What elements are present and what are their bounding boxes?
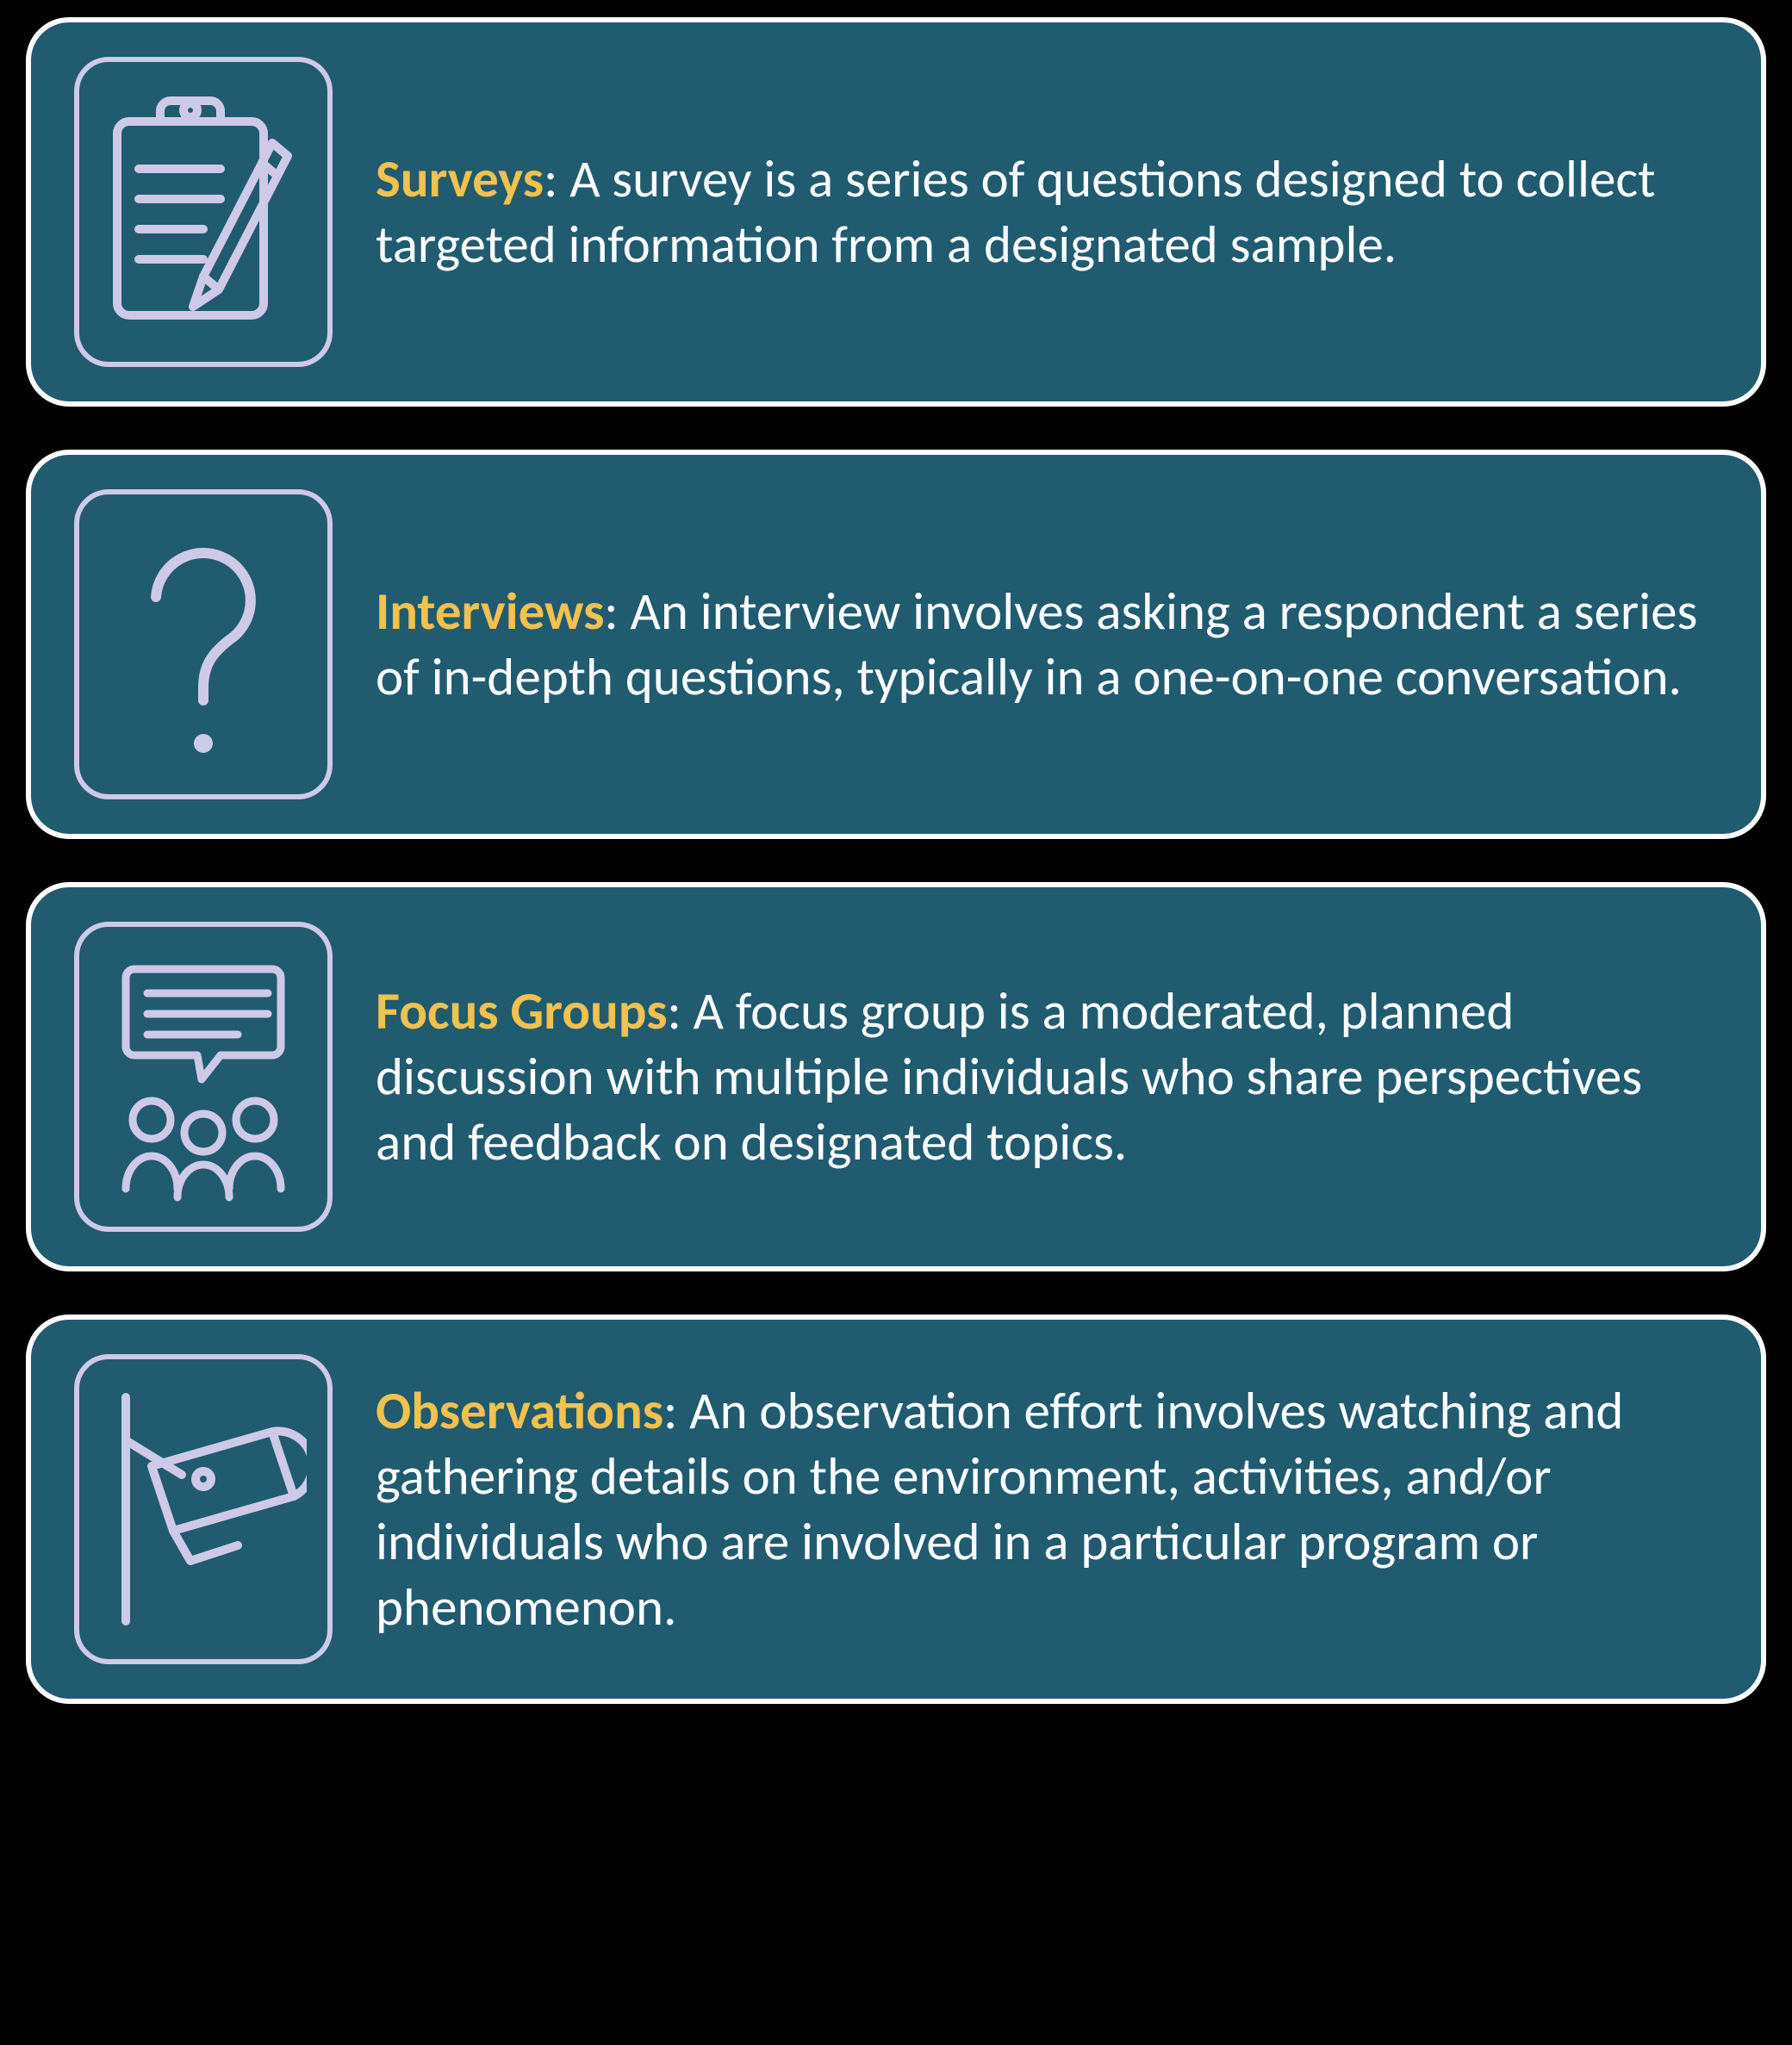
card-text: Surveys: A survey is a series of questio… [376,146,1718,278]
card-text: Focus Groups: A focus group is a moderat… [376,979,1718,1176]
camera-icon [74,1354,333,1664]
card-text: Interviews: An interview involves asking… [376,579,1718,711]
card-text: Observations: An observation effort invo… [376,1378,1718,1641]
card-title: Surveys [376,147,544,211]
card-title: Focus Groups [376,979,668,1043]
focus-group-icon [74,922,333,1232]
clipboard-pencil-icon [74,57,333,367]
info-card: Surveys: A survey is a series of questio… [26,17,1766,407]
info-card: Observations: An observation effort invo… [26,1315,1766,1704]
card-title: Observations [376,1379,663,1443]
card-title: Interviews [376,580,604,643]
info-card: Focus Groups: A focus group is a moderat… [26,882,1766,1271]
info-card: Interviews: An interview involves asking… [26,450,1766,839]
card-description: : A survey is a series of questions desi… [376,147,1656,277]
question-mark-icon [74,489,333,799]
